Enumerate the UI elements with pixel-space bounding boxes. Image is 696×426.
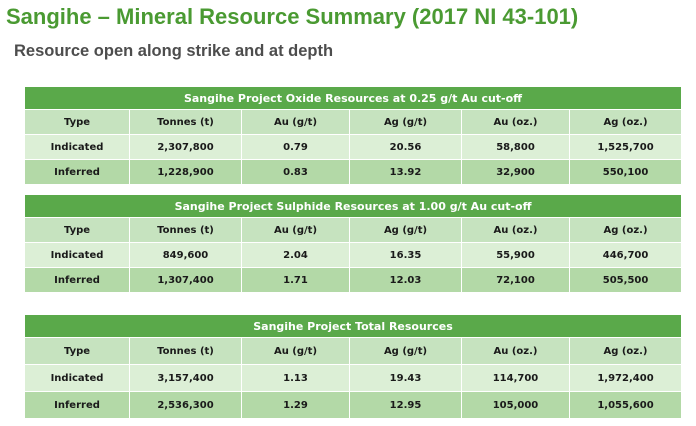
cell-ag-grade: 12.03 [349,267,462,293]
table-row: Indicated 2,307,800 0.79 20.56 58,800 1,… [24,134,683,160]
column-header-type: Type [24,337,130,365]
cell-au-ounces: 114,700 [461,364,570,392]
table-row: Indicated 849,600 2.04 16.35 55,900 446,… [24,242,683,268]
column-header-row: Type Tonnes (t) Au (g/t) Ag (g/t) Au (oz… [24,217,683,243]
column-header-tonnes: Tonnes (t) [129,337,242,365]
cell-au-ounces: 55,900 [461,242,570,268]
sulphide-resources-table: Sangihe Project Sulphide Resources at 1.… [23,194,683,293]
cell-ag-ounces: 1,525,700 [568,134,683,160]
total-resources-table: Sangihe Project Total Resources Type Ton… [24,314,682,419]
cell-ag-ounces: 446,700 [568,242,683,268]
cell-au-ounces: 58,800 [461,134,570,160]
table-row: Inferred 2,536,300 1.29 12.95 105,000 1,… [24,391,682,419]
cell-ag-ounces: 1,972,400 [569,364,682,392]
page-subtitle: Resource open along strike and at depth [14,42,334,60]
column-header-ag-grade: Ag (g/t) [349,337,462,365]
cell-type: Inferred [24,159,130,185]
cell-tonnes: 3,157,400 [129,364,242,392]
cell-ag-ounces: 550,100 [568,159,683,185]
column-header-tonnes: Tonnes (t) [129,109,242,135]
cell-au-ounces: 32,900 [461,159,570,185]
cell-au-ounces: 72,100 [461,267,570,293]
cell-au-grade: 2.04 [241,242,350,268]
column-header-au-ounces: Au (oz.) [461,337,570,365]
table-row: Indicated 3,157,400 1.13 19.43 114,700 1… [24,364,682,392]
cell-type: Inferred [24,267,130,293]
page-title: Sangihe – Mineral Resource Summary (2017… [6,4,579,29]
cell-type: Inferred [24,391,130,419]
cell-type: Indicated [24,364,130,392]
column-header-au-grade: Au (g/t) [241,109,350,135]
column-header-tonnes: Tonnes (t) [129,217,242,243]
cell-au-grade: 0.79 [241,134,350,160]
table-heading-row: Sangihe Project Total Resources [24,314,682,338]
table-heading-row: Sangihe Project Sulphide Resources at 1.… [23,194,683,218]
column-header-ag-grade: Ag (g/t) [349,109,462,135]
column-header-row: Type Tonnes (t) Au (g/t) Ag (g/t) Au (oz… [24,337,682,365]
cell-ag-grade: 13.92 [349,159,462,185]
column-header-au-grade: Au (g/t) [241,337,350,365]
cell-ag-ounces: 1,055,600 [569,391,682,419]
cell-tonnes: 2,536,300 [129,391,242,419]
cell-type: Indicated [24,242,130,268]
table-heading: Sangihe Project Oxide Resources at 0.25 … [23,86,683,110]
column-header-au-grade: Au (g/t) [241,217,350,243]
table-heading: Sangihe Project Total Resources [24,314,682,338]
column-header-type: Type [24,109,130,135]
cell-tonnes: 849,600 [129,242,242,268]
cell-au-grade: 0.83 [241,159,350,185]
cell-ag-grade: 12.95 [349,391,462,419]
cell-ag-ounces: 505,500 [568,267,683,293]
oxide-resources-table: Sangihe Project Oxide Resources at 0.25 … [23,86,683,185]
column-header-ag-ounces: Ag (oz.) [568,109,683,135]
column-header-ag-ounces: Ag (oz.) [569,337,682,365]
column-header-row: Type Tonnes (t) Au (g/t) Ag (g/t) Au (oz… [24,109,683,135]
cell-tonnes: 1,307,400 [129,267,242,293]
cell-au-grade: 1.29 [241,391,350,419]
cell-tonnes: 2,307,800 [129,134,242,160]
cell-ag-grade: 19.43 [349,364,462,392]
column-header-ag-ounces: Ag (oz.) [568,217,683,243]
cell-tonnes: 1,228,900 [129,159,242,185]
cell-au-ounces: 105,000 [461,391,570,419]
table-row: Inferred 1,228,900 0.83 13.92 32,900 550… [24,159,683,185]
table-heading: Sangihe Project Sulphide Resources at 1.… [23,194,683,218]
column-header-type: Type [24,217,130,243]
table-heading-row: Sangihe Project Oxide Resources at 0.25 … [23,86,683,110]
column-header-ag-grade: Ag (g/t) [349,217,462,243]
cell-type: Indicated [24,134,130,160]
column-header-au-ounces: Au (oz.) [461,217,570,243]
cell-au-grade: 1.13 [241,364,350,392]
table-row: Inferred 1,307,400 1.71 12.03 72,100 505… [24,267,683,293]
cell-au-grade: 1.71 [241,267,350,293]
cell-ag-grade: 16.35 [349,242,462,268]
cell-ag-grade: 20.56 [349,134,462,160]
column-header-au-ounces: Au (oz.) [461,109,570,135]
